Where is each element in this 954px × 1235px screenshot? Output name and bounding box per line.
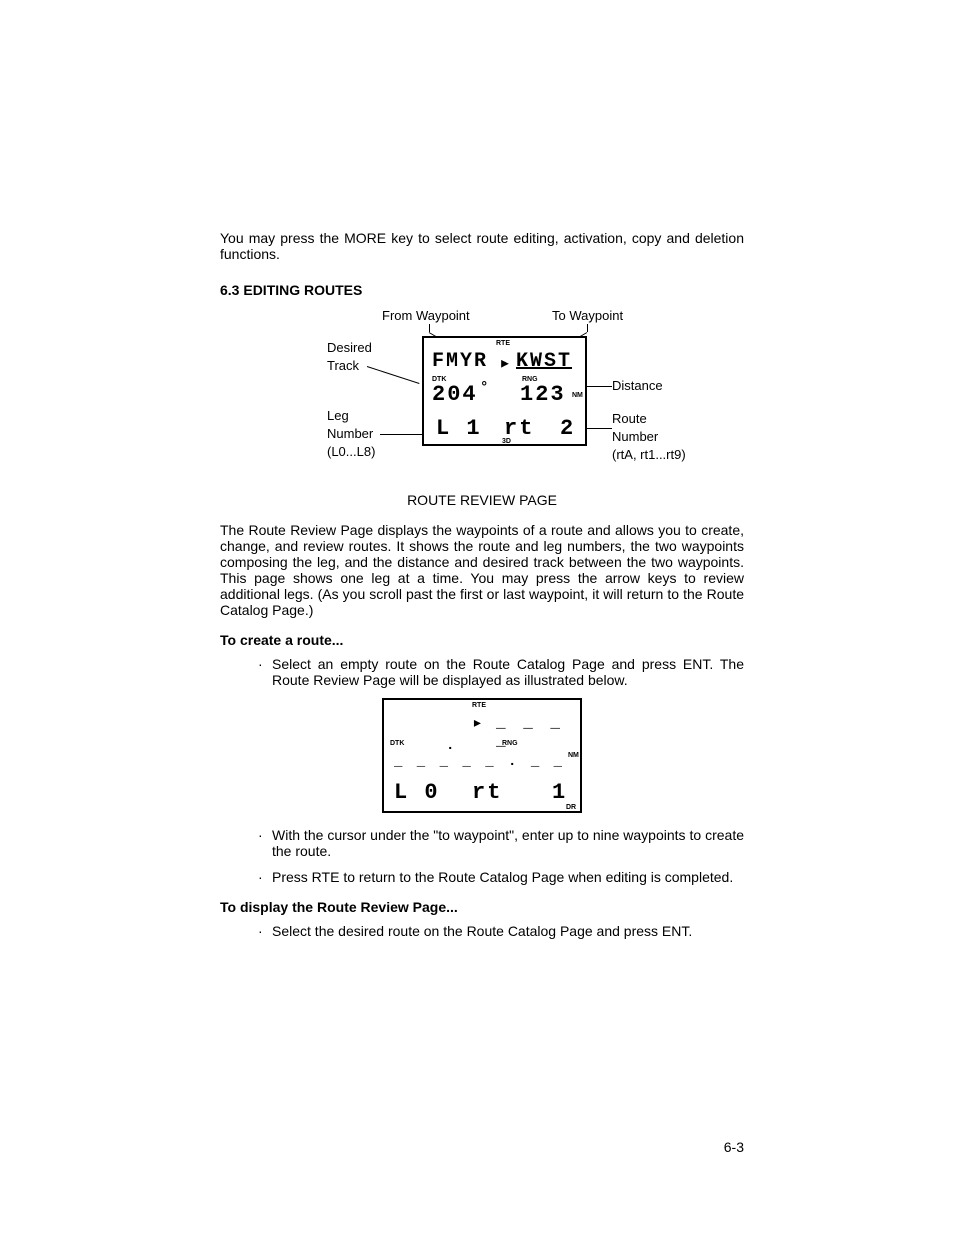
lcd2-rng: RNG	[502, 740, 518, 747]
bullet-dot-icon: ·	[258, 827, 272, 859]
bullet-text: Select an empty route on the Route Catal…	[272, 656, 744, 688]
figure-caption-1: ROUTE REVIEW PAGE	[220, 492, 744, 508]
lcd-display-2: RTE ▸ _ _ _ _ DTK . RNG NM _ _ _ _ _ . _…	[382, 698, 582, 813]
lcd-deg: °	[480, 380, 490, 396]
label-leg-range: (L0...L8)	[327, 444, 375, 460]
page-number: 6-3	[724, 1139, 744, 1155]
bullet-text: Press RTE to return to the Route Catalog…	[272, 869, 744, 885]
bullet-dot-icon: ·	[258, 869, 272, 885]
label-track: Track	[327, 358, 359, 374]
label-leg-number: Number	[327, 426, 373, 442]
lcd2-nm: NM	[568, 752, 579, 759]
intro-para: You may press the MORE key to select rou…	[220, 230, 744, 262]
display-route-heading: To display the Route Review Page...	[220, 899, 744, 915]
lcd-rng-val: 123	[520, 382, 566, 407]
lcd-nm: NM	[572, 392, 583, 399]
lcd-rte: RTE	[496, 340, 510, 347]
lcd-to: KWST	[516, 350, 572, 373]
lcd-arrow-icon: ▸	[499, 350, 513, 376]
lcd-3d: 3D	[502, 438, 511, 445]
lcd2-dr: DR	[566, 804, 576, 811]
label-to-waypoint: To Waypoint	[552, 308, 623, 324]
body-paragraph: The Route Review Page displays the waypo…	[220, 522, 744, 618]
lcd2-rt-num: 1	[552, 780, 567, 805]
bullet-item: · Select the desired route on the Route …	[258, 923, 744, 939]
lcd2-leg: L 0	[394, 780, 440, 805]
section-heading: 6.3 EDITING ROUTES	[220, 282, 744, 298]
bullet-item: · With the cursor under the "to waypoint…	[258, 827, 744, 859]
lcd-dtk-val: 204	[432, 382, 478, 407]
lcd2-dot: .	[446, 738, 456, 754]
label-desired: Desired	[327, 340, 372, 356]
create-route-heading: To create a route...	[220, 632, 744, 648]
label-leg: Leg	[327, 408, 349, 424]
label-distance: Distance	[612, 378, 663, 394]
lcd-leg-val: L 1	[436, 416, 482, 441]
lcd-rt-num: 2	[560, 416, 575, 441]
label-from-waypoint: From Waypoint	[382, 308, 470, 324]
bullet-item: · Press RTE to return to the Route Catal…	[258, 869, 744, 885]
lcd2-rte: RTE	[472, 702, 486, 709]
bullet-text: Select the desired route on the Route Ca…	[272, 923, 744, 939]
lcd2-rt: rt	[472, 780, 502, 805]
lcd2-dtk: DTK	[390, 740, 404, 747]
route-review-diagram: From Waypoint To Waypoint Desired Track …	[252, 308, 712, 478]
lcd2-dashes-mid: _ _ _ _ _ . _ _	[394, 754, 565, 770]
bullet-dot-icon: ·	[258, 923, 272, 939]
bullet-text: With the cursor under the "to waypoint",…	[272, 827, 744, 859]
bullet-item: · Select an empty route on the Route Cat…	[258, 656, 744, 688]
label-route-number: Number	[612, 429, 658, 445]
label-route-range: (rtA, rt1...rt9)	[612, 447, 686, 463]
bullet-dot-icon: ·	[258, 656, 272, 688]
label-route: Route	[612, 411, 647, 427]
lcd2-arrow-icon: ▸	[472, 712, 485, 734]
lcd-from: FMYR	[432, 350, 488, 373]
lcd-display-1: RTE FMYR ▸ KWST DTK RNG NM 204 ° 123 L 1…	[422, 336, 587, 446]
